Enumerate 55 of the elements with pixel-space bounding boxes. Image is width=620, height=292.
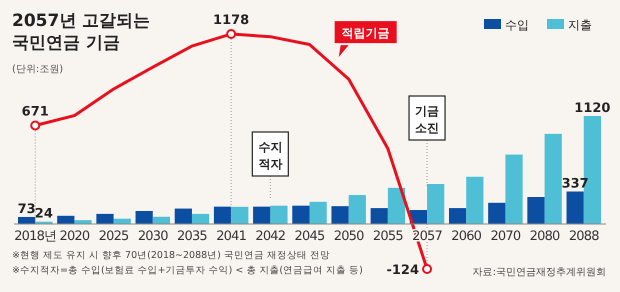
- bar: [331, 206, 349, 224]
- bar: [310, 202, 327, 224]
- x-tick-label: 2025: [98, 229, 130, 244]
- text: 자료:국민연금재정추계위원회: [472, 267, 606, 278]
- x-tick-label: 2030: [138, 229, 168, 244]
- bar: [114, 218, 131, 224]
- x-tick-label: 2088: [568, 229, 600, 244]
- bar: [544, 134, 562, 224]
- bar: [348, 195, 366, 224]
- bar: [136, 210, 153, 224]
- bar: [270, 206, 288, 224]
- bar: [488, 202, 506, 224]
- bar: [505, 154, 523, 224]
- text: ※수지적자=총 수입(보험료 수입+기금투자 수익) < 총 지출(연금급여 지출 등): [12, 265, 363, 276]
- bar: [57, 216, 74, 224]
- bar: [192, 214, 210, 224]
- data-label: 1178: [213, 13, 250, 28]
- bar: [427, 184, 444, 224]
- chart-title: 2057년 고갈되는 국민연금 기금: [12, 11, 150, 53]
- data-label: 24: [34, 206, 53, 222]
- x-tick-label: 2080: [530, 229, 560, 244]
- bar: [388, 188, 406, 224]
- bar: [174, 208, 192, 224]
- legend-label: 수입: [505, 18, 529, 32]
- data-label: 73: [18, 202, 36, 217]
- bar: [253, 206, 270, 224]
- annotation: 수지 적자: [258, 140, 282, 171]
- bar: [448, 208, 466, 224]
- x-tick-label: 2018년: [14, 229, 56, 244]
- data-label: 671: [22, 104, 49, 120]
- bar: [231, 206, 248, 224]
- x-tick-label: 2055: [372, 229, 404, 244]
- bar: [96, 214, 114, 224]
- data-label: -124: [386, 263, 420, 278]
- x-tick-label: 2060: [451, 229, 482, 244]
- bar: [370, 208, 388, 224]
- legend-label: 지출: [568, 18, 592, 32]
- bar: [292, 206, 310, 224]
- bar: [527, 197, 545, 224]
- text: 적립기금: [342, 26, 390, 40]
- x-tick-label: 2041: [216, 229, 247, 244]
- x-tick-label: 2035: [177, 229, 208, 244]
- bar: [18, 216, 36, 224]
- x-tick-label: 2020: [59, 229, 90, 244]
- x-tick-label: 2050: [334, 229, 364, 244]
- chart-subtitle: (단위:조원): [12, 64, 64, 75]
- annotation: 기금 소진: [415, 104, 440, 135]
- bar: [214, 206, 232, 224]
- bar: [566, 192, 584, 224]
- bar: [466, 176, 484, 224]
- x-tick-label: 2070: [490, 229, 521, 244]
- data-label: 1120: [574, 101, 610, 116]
- x-tick-label: 2045: [294, 229, 325, 244]
- x-tick-label: 2042: [255, 229, 286, 244]
- text: ※현행 제도 유지 시 향후 70년(2018~2088년) 국민연금 재정상태 전망: [12, 250, 330, 261]
